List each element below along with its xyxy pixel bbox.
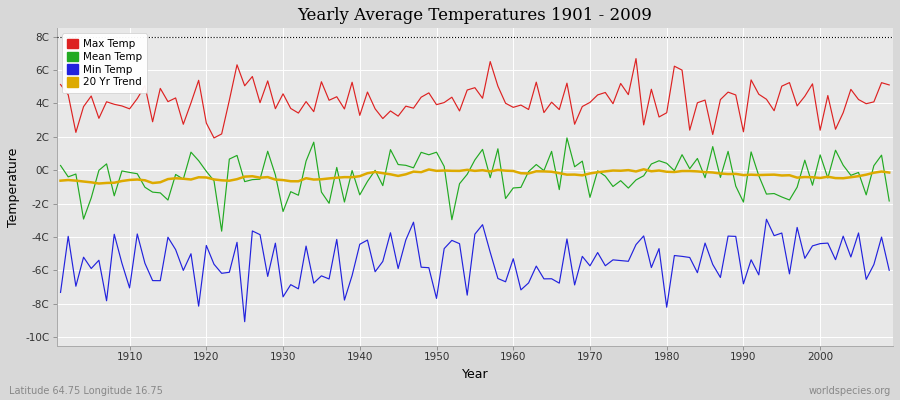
X-axis label: Year: Year	[462, 368, 488, 381]
Text: worldspecies.org: worldspecies.org	[809, 386, 891, 396]
Legend: Max Temp, Mean Temp, Min Temp, 20 Yr Trend: Max Temp, Mean Temp, Min Temp, 20 Yr Tre…	[62, 34, 147, 93]
Title: Yearly Average Temperatures 1901 - 2009: Yearly Average Temperatures 1901 - 2009	[297, 7, 652, 24]
Y-axis label: Temperature: Temperature	[7, 147, 20, 227]
Text: Latitude 64.75 Longitude 16.75: Latitude 64.75 Longitude 16.75	[9, 386, 163, 396]
